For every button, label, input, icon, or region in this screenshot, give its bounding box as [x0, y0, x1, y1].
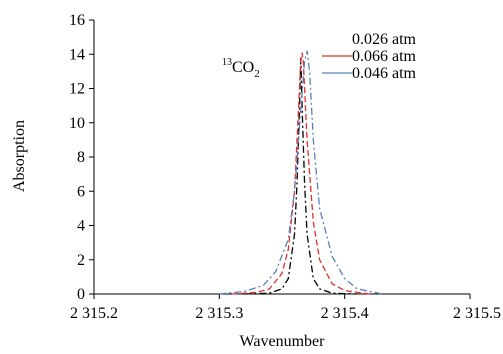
y-tick-label: 2	[77, 252, 85, 269]
series-line-1	[244, 57, 358, 295]
y-axis-title: Absorption	[11, 120, 28, 192]
x-tick-label: 2 315.2	[70, 305, 118, 322]
legend-label-1: 0.026 atm	[352, 31, 417, 48]
x-tick-label: 2 315.5	[453, 305, 501, 322]
x-axis-title: Wavenumber	[240, 333, 326, 350]
legend-label-3: 0.046 atm	[352, 65, 417, 82]
series-line-2	[231, 52, 370, 295]
isotope-superscript: 13	[222, 57, 232, 68]
y-tick-label: 0	[77, 286, 85, 303]
isotope-annotation: 13CO2	[222, 57, 260, 80]
legend-label-2: 0.066 atm	[352, 48, 417, 65]
y-tick-label: 4	[77, 218, 85, 235]
y-tick-label: 12	[69, 81, 85, 98]
x-tick-label: 2 315.3	[195, 305, 243, 322]
isotope-molecule: CO	[232, 59, 254, 76]
isotope-subscript: 2	[254, 68, 260, 80]
y-tick-label: 6	[77, 183, 85, 200]
y-axis-ticks: 0 2 4 6 8 10 12 14 16	[69, 12, 94, 303]
x-tick-label: 2 315.4	[321, 305, 369, 322]
y-tick-label: 14	[69, 46, 85, 63]
series-lines	[219, 50, 383, 295]
x-axis-ticks: 2 315.2 2 315.3 2 315.4 2 315.5	[70, 294, 501, 322]
y-tick-label: 10	[69, 115, 85, 132]
y-tick-label: 16	[69, 12, 85, 29]
y-tick-label: 8	[77, 149, 85, 166]
series-line-3	[219, 50, 383, 295]
